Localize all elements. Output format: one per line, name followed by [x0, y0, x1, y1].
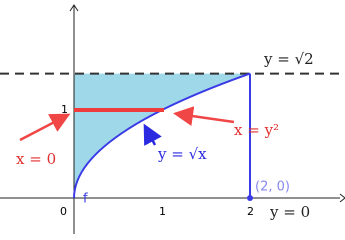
label: x = 0	[16, 150, 56, 168]
diagram: y = √2 x = 0 x = y² y = √x (2, 0) y = 0 …	[0, 4, 345, 234]
label: y = √2	[263, 50, 314, 68]
curve	[73, 72, 251, 199]
tick-label: 1	[159, 205, 166, 218]
point-label: (2, 0)	[255, 180, 290, 195]
point	[247, 195, 253, 201]
label: y = √x	[157, 145, 207, 163]
arrow	[19, 113, 71, 142]
label: y = 0	[269, 203, 310, 221]
region	[74, 73, 250, 198]
tick-label: 1	[61, 103, 68, 116]
function-label: f	[83, 192, 88, 207]
y-axis-arrow	[69, 4, 79, 12]
arrow	[173, 106, 235, 127]
tick-label: 2	[247, 205, 254, 218]
tick-label: 0	[60, 205, 67, 218]
label: x = y²	[234, 121, 279, 139]
x-axis-arrow	[339, 193, 345, 203]
arrow	[143, 123, 162, 146]
